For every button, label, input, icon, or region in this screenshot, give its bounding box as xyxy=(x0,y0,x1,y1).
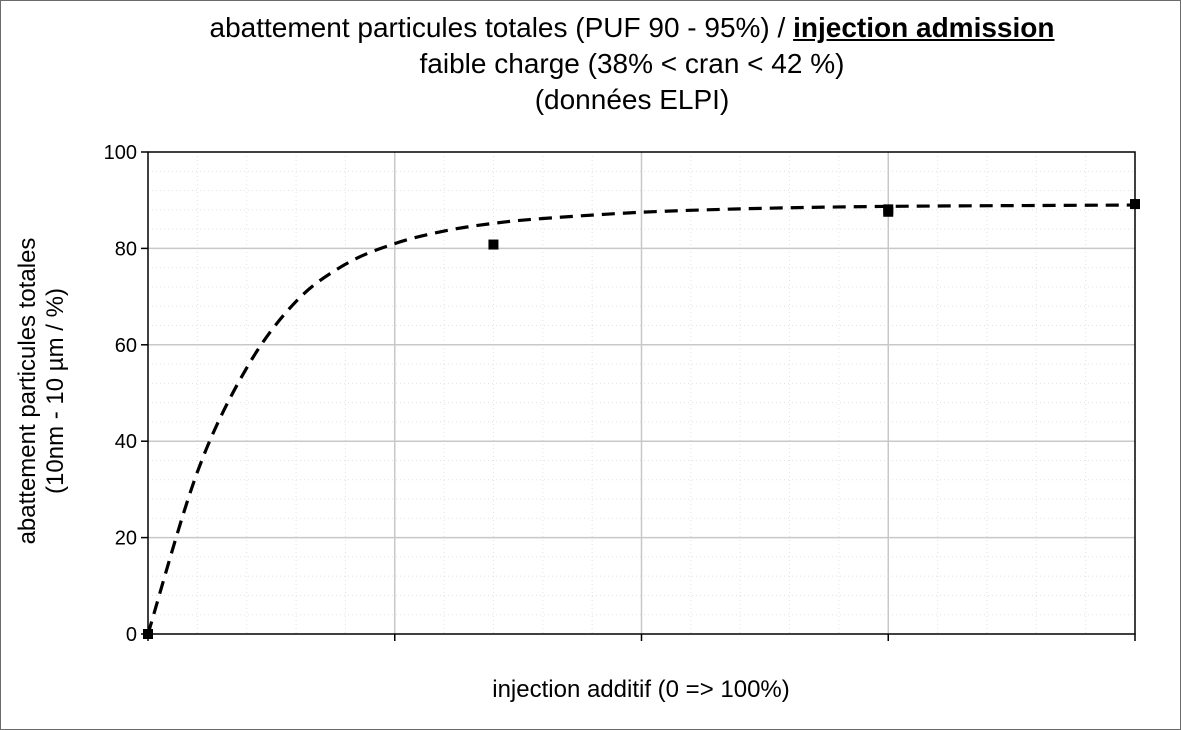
data-point-marker xyxy=(1130,199,1140,210)
y-tick-label: 40 xyxy=(115,431,137,453)
y-tick-label: 0 xyxy=(126,624,137,646)
y-tick-label: 60 xyxy=(115,335,137,357)
y-tick-label: 100 xyxy=(104,142,137,164)
trendline-dashed xyxy=(146,203,1136,635)
y-axis-title-line-2: (10nm - 10 µm / %) xyxy=(42,288,69,494)
chart-title-prefix: abattement particules totales (PUF 90 - … xyxy=(209,12,794,43)
data-point-marker xyxy=(488,239,499,250)
chart-title-line-3: (données ELPI) xyxy=(534,84,730,115)
chart-title: abattement particules totales (PUF 90 - … xyxy=(1,10,1181,118)
y-tick-label: 20 xyxy=(115,528,137,550)
y-tick-label: 80 xyxy=(115,238,137,260)
data-point-marker xyxy=(883,206,894,217)
chart-title-emphasis: injection admission xyxy=(793,12,1055,43)
y-axis-title-line-1: abattement particules totales xyxy=(14,237,41,545)
data-point-marker xyxy=(143,629,153,639)
x-axis-title: injection additif (0 => 100%) xyxy=(492,676,790,703)
chart-title-line-2: faible charge (38% < cran < 42 %) xyxy=(419,48,845,79)
chart-title-line-1: abattement particules totales (PUF 90 - … xyxy=(1,10,1181,46)
